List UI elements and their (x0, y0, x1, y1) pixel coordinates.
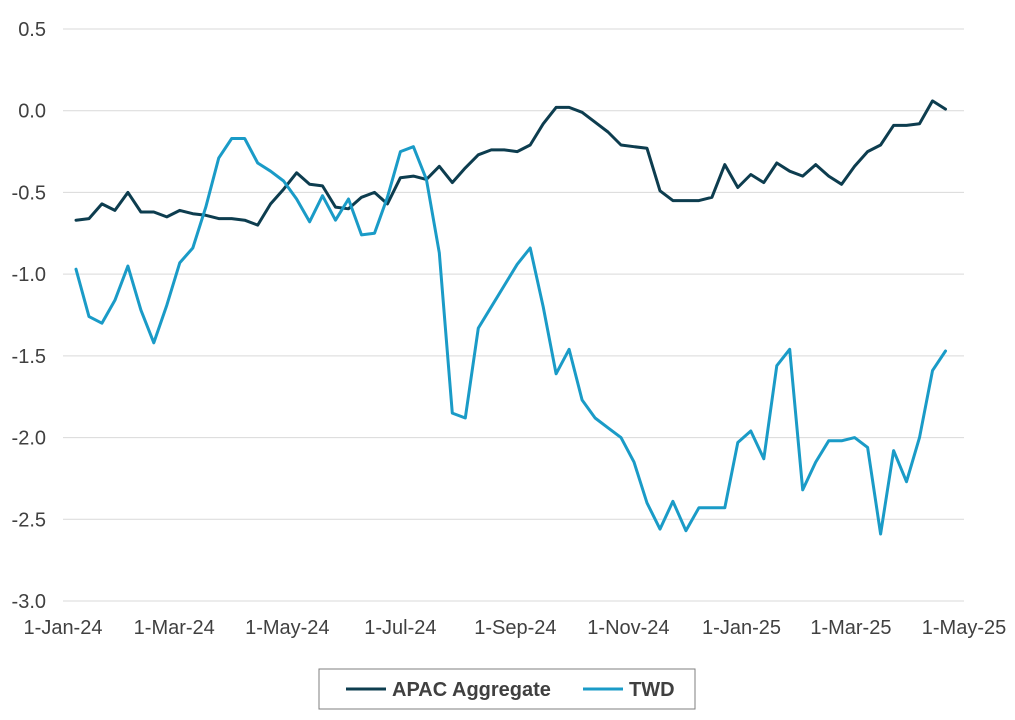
gridlines (63, 28, 964, 602)
x-tick-label: 1-Jan-24 (24, 617, 103, 639)
y-tick-label: -1.0 (12, 264, 46, 286)
x-tick-label: 1-May-25 (922, 617, 1006, 639)
y-tick-label: -0.5 (12, 182, 46, 204)
series-line-twd (74, 137, 947, 536)
x-tick-label: 1-Mar-25 (810, 617, 891, 639)
series-line-apac-aggregate (74, 99, 947, 227)
x-axis-tick-labels: 1-Jan-24 1-Mar-24 1-May-24 1-Jul-24 1-Sep-24… (24, 617, 1007, 639)
y-tick-label: -3.0 (12, 591, 46, 613)
x-tick-label: 1-Jan-25 (702, 617, 781, 639)
y-axis-tick-labels: 0.5 0.0 -0.5 -1.0 -1.5 -2.0 -2.5 -3.0 (12, 19, 46, 613)
legend-label-twd: TWD (629, 679, 675, 701)
x-tick-label: 1-Jul-24 (364, 617, 436, 639)
legend-label-apac-aggregate: APAC Aggregate (392, 679, 551, 701)
y-tick-label: -2.5 (12, 509, 46, 531)
x-tick-label: 1-May-24 (245, 617, 329, 639)
legend: APAC Aggregate TWD (318, 668, 696, 710)
series-lines (74, 99, 947, 536)
x-tick-label: 1-Nov-24 (587, 617, 669, 639)
x-tick-label: 1-Mar-24 (134, 617, 215, 639)
y-tick-label: 0.5 (18, 19, 46, 41)
y-tick-label: -1.5 (12, 346, 46, 368)
x-tick-label: 1-Sep-24 (474, 617, 556, 639)
y-tick-label: 0.0 (18, 101, 46, 123)
y-tick-label: -2.0 (12, 428, 46, 450)
